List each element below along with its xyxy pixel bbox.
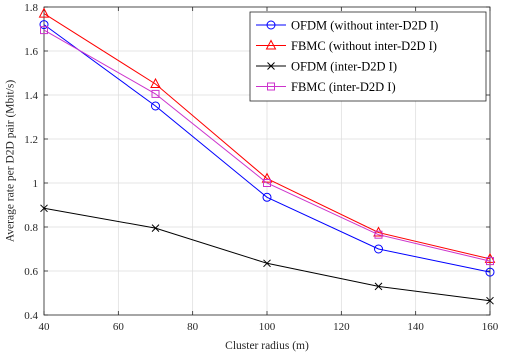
x-tick-label: 140: [407, 321, 424, 333]
series-line: [43, 29, 491, 262]
series-line: [43, 13, 491, 260]
legend-marker: [265, 39, 277, 50]
legend-item: OFDM (inter-D2D I): [256, 60, 397, 74]
triangle-marker: [38, 7, 50, 18]
legend-marker: [267, 62, 275, 70]
series-2: [38, 7, 496, 263]
circle-marker: [151, 101, 160, 111]
series-group: [38, 7, 496, 305]
triangle-marker: [373, 226, 384, 237]
y-tick-label: 1.8: [24, 2, 38, 14]
x-marker: [40, 204, 48, 213]
y-tick-label: 1.6: [24, 46, 38, 58]
x-tick-label: 40: [39, 321, 51, 333]
square-marker: [374, 230, 383, 239]
y-tick-label: 0.6: [24, 266, 38, 278]
x-tick-label: 60: [113, 321, 125, 333]
circle-marker: [485, 267, 495, 277]
legend-item: FBMC (without inter-D2D I): [256, 39, 437, 53]
x-tick-label: 100: [259, 321, 276, 333]
legend-label: OFDM (without inter-D2D I): [291, 19, 438, 33]
circle-marker: [262, 192, 272, 202]
legend-item: OFDM (without inter-D2D I): [256, 19, 438, 33]
x-axis-title: Cluster radius (m): [225, 340, 309, 352]
legend-label: FBMC (inter-D2D I): [291, 80, 396, 94]
series-3: [40, 204, 494, 305]
y-tick-label: 1.4: [24, 90, 38, 102]
circle-marker: [39, 20, 49, 30]
y-tick-label: 0.4: [24, 310, 38, 322]
square-marker: [486, 257, 494, 266]
triangle-marker: [484, 252, 496, 263]
legend-marker: [267, 82, 275, 91]
x-marker: [151, 224, 160, 232]
square-marker: [263, 179, 271, 187]
square-marker: [40, 26, 48, 35]
axis-ticks: 40 60 80 100 120 140 160 0.4 0.6 0.8 1 1.2 1.4 1.6 1.8: [24, 2, 499, 333]
legend-box: [249, 11, 487, 102]
x-marker: [486, 296, 494, 305]
legend-item: FBMC (inter-D2D I): [256, 80, 396, 94]
legend-marker: [266, 20, 276, 30]
series-line: [43, 24, 491, 273]
y-tick-label: 1: [33, 178, 39, 190]
y-tick-label: 1.2: [24, 134, 38, 146]
triangle-marker: [261, 172, 273, 183]
series-1: [39, 20, 495, 277]
x-marker: [263, 259, 271, 268]
triangle-marker: [150, 77, 161, 88]
legend: OFDM (without inter-D2D I) FBMC (without …: [249, 11, 487, 102]
circle-marker: [374, 244, 383, 254]
legend-label: FBMC (without inter-D2D I): [291, 39, 437, 53]
x-tick-label: 120: [333, 321, 350, 333]
series-4: [40, 26, 494, 266]
square-marker: [151, 89, 160, 98]
x-tick-label: 160: [482, 321, 499, 333]
x-tick-label: 80: [187, 321, 199, 333]
y-axis-title: Average rate per D2D pair (Mbit/s): [5, 80, 17, 242]
y-tick-label: 0.8: [24, 222, 38, 234]
legend-label: OFDM (inter-D2D I): [291, 60, 397, 74]
x-marker: [374, 282, 383, 291]
